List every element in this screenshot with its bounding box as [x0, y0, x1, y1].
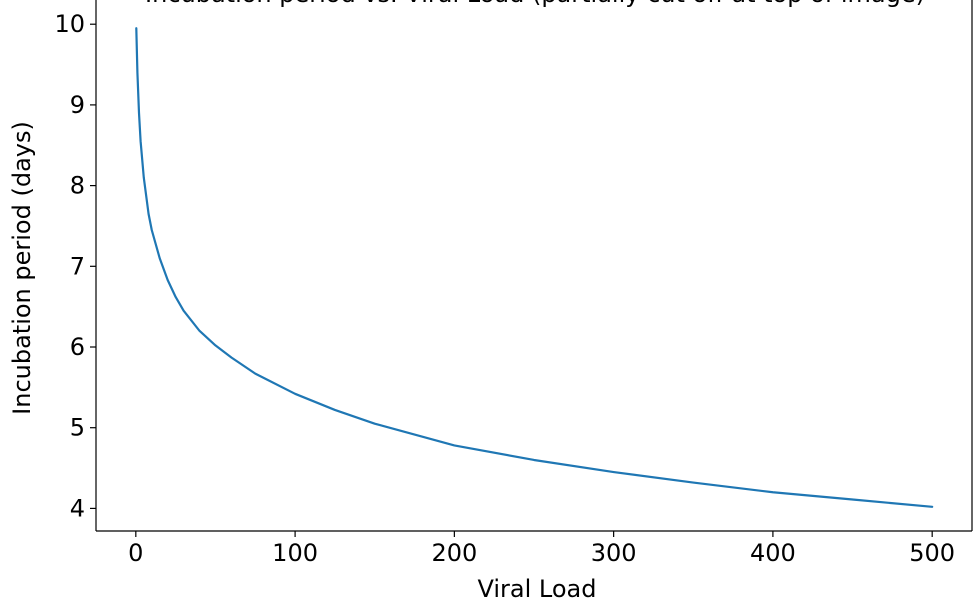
plot-area: 0 100 200 300 400 500 4 5 6 7 8 9 10 [54, 0, 973, 567]
x-tick-label: 400 [750, 539, 796, 567]
x-tick-label: 300 [591, 539, 637, 567]
x-axis-label: Viral Load [477, 575, 596, 603]
x-tick-label: 500 [909, 539, 955, 567]
series-line [135, 27, 934, 508]
chart-title: Incubation period vs. Viral Load (partia… [145, 0, 925, 8]
x-tick-label: 200 [431, 539, 477, 567]
y-tick-label: 6 [70, 333, 85, 361]
y-tick-label: 5 [70, 414, 85, 442]
y-tick-label: 9 [70, 91, 85, 119]
y-tick-label: 8 [70, 172, 85, 200]
y-axis-label: Incubation period (days) [8, 121, 36, 415]
x-tick-label: 100 [272, 539, 318, 567]
y-tick-label: 7 [70, 252, 85, 280]
y-tick-label: 10 [54, 10, 85, 38]
y-tick-label: 4 [70, 494, 85, 522]
x-tick-label: 0 [128, 539, 143, 567]
